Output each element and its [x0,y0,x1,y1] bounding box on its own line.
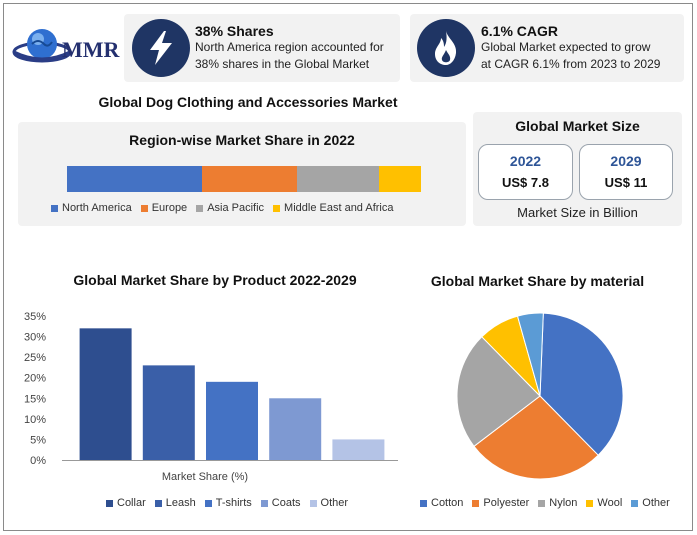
y-tick-label: 10% [24,414,46,426]
legend-item: Polyester [472,497,529,509]
material-legend: Cotton Polyester Nylon Wool Other [420,497,679,509]
brand-name: MMR [62,37,120,62]
legend-swatch [51,204,58,212]
region-segment [297,166,379,192]
bar [206,381,258,460]
lightning-icon [132,19,190,77]
legend-swatch [538,499,546,507]
y-tick-label: 30% [24,332,46,344]
pie-slice [516,312,544,397]
legend-item: Coats [260,497,301,509]
legend-item: Other [309,497,349,509]
stat-title: 38% Shares [195,23,274,39]
y-tick-label: 25% [24,352,46,364]
stat-desc-line: Global Market expected to grow [481,40,651,54]
pie-chart-title: Global Market Share by material [430,273,645,289]
legend-item: Cotton [420,497,463,509]
legend-swatch [106,499,113,507]
market-size-2022-box: 2022 US$ 7.8 [478,144,573,200]
legend-item: Leash [154,497,196,509]
market-size-value: US$ 11 [604,175,648,190]
legend-swatch [140,204,148,212]
legend-item: North America [51,202,132,214]
market-size-2029-box: 2029 US$ 11 [579,144,673,200]
stat-desc-line: North America region accounted for [195,40,384,54]
legend-item: T-shirts [204,497,252,509]
legend-swatch [586,499,594,507]
legend-label: Leash [165,497,196,509]
legend-swatch [154,499,162,507]
bar-chart-title: Global Market Share by Product 2022-2029 [73,272,357,288]
legend-swatch [273,204,281,212]
legend-label: Coats [271,497,301,509]
legend-label: North America [62,202,132,214]
stat-title: 6.1% CAGR [481,23,559,39]
flame-icon [417,19,475,77]
legend-item: Other [631,497,670,509]
legend-swatch [420,499,427,507]
market-size-year: 2029 [610,153,642,169]
stat-desc-line: at CAGR 6.1% from 2023 to 2029 [481,57,661,71]
market-size-year: 2022 [509,153,542,169]
market-size-caption: Market Size in Billion [517,205,638,220]
legend-label: Cotton [431,497,464,509]
y-tick-label: 15% [24,393,46,405]
pie-slice [456,336,541,448]
bar [269,398,322,460]
legend-item: Middle East and Africa [273,202,394,214]
page-title: Global Dog Clothing and Accessories Mark… [98,94,398,110]
y-tick-label: 35% [24,311,46,323]
legend-swatch [260,499,268,507]
legend-label: Middle East and Africa [284,202,394,214]
legend-item: Nylon [538,497,577,509]
legend-item: Europe [140,202,188,214]
product-legend: Collar Leash T-shirts Coats Other [106,497,357,509]
y-tick-label: 20% [24,373,46,385]
legend-label: Other [642,497,670,509]
region-segment [67,166,202,192]
stat-card-share: 38% Shares North America region accounte… [124,14,400,82]
region-stacked-bar [67,166,421,192]
pie-slice [473,395,599,480]
legend-label: Other [320,497,349,509]
legend-swatch [204,499,212,507]
material-pie-chart [456,312,624,480]
product-bar-chart: 0% 5% 10% 15% 20% 25% 30% 35% Market Share (%) [24,311,398,483]
legend-swatch [196,204,204,212]
legend-label: Polyester [483,497,530,509]
region-legend: North America Europe Asia Pacific Middle Ea… [51,202,403,214]
globe-icon [12,29,72,63]
legend-swatch [472,499,480,507]
legend-label: Europe [151,202,188,214]
bar [79,328,132,460]
region-segment [201,166,298,192]
legend-label: T-shirts [215,497,252,509]
bar [332,439,385,460]
legend-item: Collar [106,497,146,509]
pie-slice [539,312,624,456]
stat-card-cagr: 6.1% CAGR Global Market expected to grow… [410,14,684,82]
market-size-value: US$ 7.8 [502,175,549,190]
legend-label: Wool [597,497,623,509]
legend-label: Collar [117,497,146,509]
region-chart-title: Region-wise Market Share in 2022 [129,132,355,148]
market-size-title: Global Market Size [515,118,640,134]
bar [142,365,195,460]
logo [12,22,122,72]
region-segment [378,166,421,192]
x-axis-label: Market Share (%) [162,471,248,483]
legend-label: Nylon [549,497,578,509]
legend-item: Wool [586,497,622,509]
y-tick-label: 5% [30,434,46,446]
y-tick-label: 0% [30,455,46,467]
stat-desc-line: 38% shares in the Global Market [195,57,370,71]
legend-label: Asia Pacific [207,202,265,214]
legend-item: Asia Pacific [196,202,264,214]
legend-swatch [631,499,639,507]
legend-swatch [309,499,317,507]
